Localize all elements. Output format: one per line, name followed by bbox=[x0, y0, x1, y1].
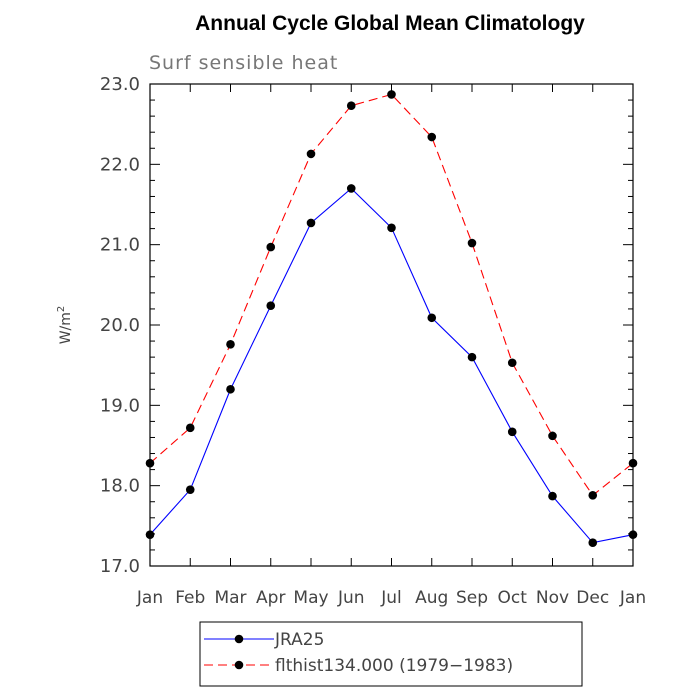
y-tick-label: 17.0 bbox=[100, 556, 140, 577]
y-tick-label: 19.0 bbox=[100, 395, 140, 416]
series-1-point bbox=[548, 491, 557, 501]
legend-marker-2 bbox=[234, 660, 244, 670]
series-2-point bbox=[507, 358, 517, 368]
series-1-point bbox=[226, 384, 235, 394]
x-tick-label: Sep bbox=[456, 588, 488, 608]
x-tick-label: Nov bbox=[536, 588, 569, 608]
chart-subtitle: Surf sensible heat bbox=[149, 52, 338, 74]
x-tick-label: Jan bbox=[136, 588, 163, 608]
x-tick-label: Jun bbox=[337, 588, 365, 608]
series-2-point bbox=[306, 149, 316, 159]
x-tick-label: Dec bbox=[576, 588, 609, 608]
series-2-point bbox=[346, 101, 356, 110]
x-tick-label: Aug bbox=[415, 588, 448, 608]
y-axis-label-base: W/m bbox=[58, 312, 74, 344]
series-1-point bbox=[507, 427, 517, 437]
legend-marker-1 bbox=[234, 634, 244, 644]
legend-label-1: JRA25 bbox=[274, 630, 324, 650]
y-tick-label: 22.0 bbox=[100, 154, 140, 175]
x-tick-label: Oct bbox=[498, 588, 528, 608]
x-tick-label: Mar bbox=[214, 588, 246, 608]
series-2-point bbox=[145, 458, 155, 468]
legend-label-2: flthist134.000 (1979−1983) bbox=[275, 656, 513, 676]
x-tick-label: Feb bbox=[175, 588, 205, 608]
x-axis-tick-labels: Jan Feb Mar Apr May Jun Jul Aug Sep Oct Nov Dec Jan bbox=[136, 588, 646, 608]
x-tick-label: Apr bbox=[256, 588, 285, 608]
plot-frame bbox=[149, 83, 634, 567]
y-tick-label: 23.0 bbox=[100, 74, 140, 95]
y-tick-label: 21.0 bbox=[100, 235, 140, 256]
series-2-point bbox=[266, 242, 276, 252]
series-1-point bbox=[467, 352, 477, 362]
series-1-point bbox=[588, 538, 598, 548]
series-2-point bbox=[185, 423, 195, 433]
series-2-point bbox=[467, 238, 477, 248]
series-2-point bbox=[588, 491, 598, 500]
series-2-point bbox=[387, 90, 396, 99]
series-1-point bbox=[427, 313, 437, 323]
x-tick-label: Jul bbox=[380, 588, 402, 608]
chart-title: Annual Cycle Global Mean Climatology bbox=[195, 12, 585, 35]
series-line-1 bbox=[149, 187, 634, 544]
series-1-point bbox=[145, 530, 155, 539]
series-1-point bbox=[266, 301, 276, 311]
y-axis-label: W/m2 bbox=[56, 306, 74, 345]
x-tick-label: May bbox=[293, 588, 328, 608]
x-tick-label: Jan bbox=[619, 588, 646, 608]
legend-items: JRA25 flthist134.000 (1979−1983) bbox=[204, 630, 513, 676]
y-tick-label: 18.0 bbox=[100, 476, 140, 497]
series-group bbox=[145, 90, 638, 548]
series-1-point bbox=[628, 530, 638, 539]
legend: JRA25 flthist134.000 (1979−1983) bbox=[199, 621, 583, 687]
legend-box bbox=[199, 621, 583, 687]
y-tick-label: 20.0 bbox=[100, 315, 140, 336]
series-1-point bbox=[346, 184, 356, 193]
series-2-point bbox=[226, 339, 235, 349]
series-1-point bbox=[387, 223, 396, 233]
series-2-point bbox=[628, 458, 638, 468]
axis-ticks bbox=[149, 83, 634, 567]
y-axis-label-sup: 2 bbox=[56, 306, 67, 312]
series-line-2 bbox=[149, 93, 634, 497]
series-1-point bbox=[185, 485, 195, 494]
series-2-point bbox=[427, 132, 437, 142]
y-axis-tick-labels: 17.0 18.0 19.0 20.0 21.0 22.0 23.0 bbox=[100, 74, 140, 577]
series-1-point bbox=[306, 218, 316, 228]
series-2-point bbox=[548, 431, 557, 441]
